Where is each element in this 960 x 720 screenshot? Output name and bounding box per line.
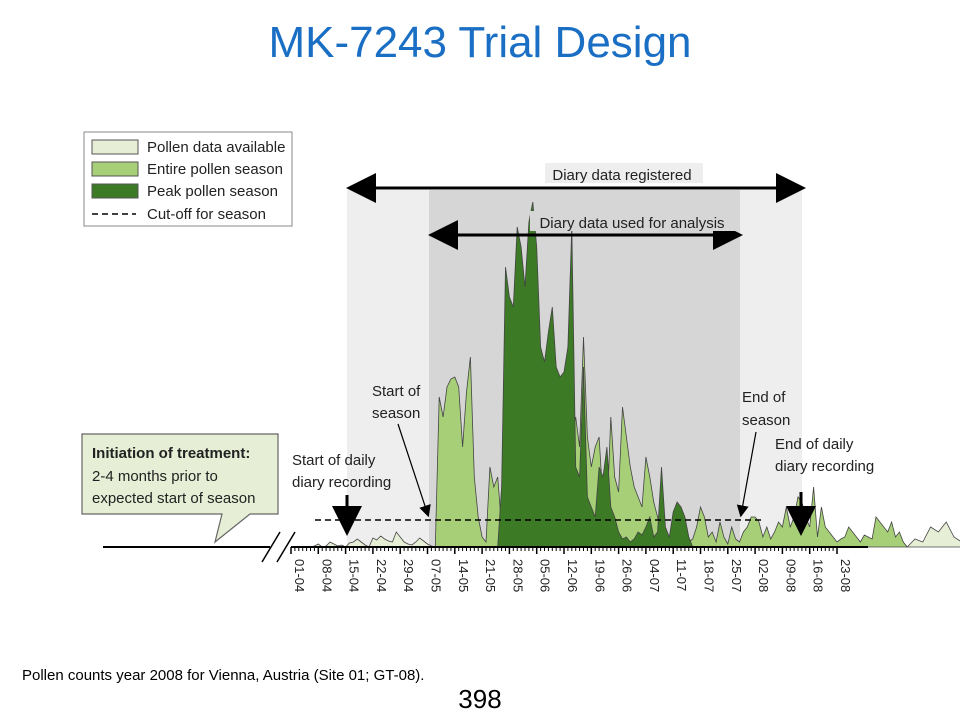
page-number: 398 [458, 684, 502, 714]
analysis-label: Diary data used for analysis [539, 215, 724, 232]
treatment-callout: Initiation of treatment: 2-4 months prio… [81, 433, 279, 544]
x-tick-label: 14-05 [456, 559, 471, 592]
end-daily-label-1: End of daily [775, 436, 854, 453]
x-tick-label: 04-07 [647, 559, 662, 592]
footnote: Pollen counts year 2008 for Vienna, Aust… [22, 667, 425, 684]
pollen-area-late [906, 521, 960, 548]
start-daily-label-2: diary recording [292, 474, 391, 491]
x-axis-ticks: 01-04 08-04 15-04 22-04 29-04 07-05 14-05 21-05… [290, 547, 853, 592]
legend-label-peak: Peak pollen season [147, 183, 278, 200]
treatment-line-3: expected start of season [92, 490, 255, 507]
end-daily-label-2: diary recording [775, 458, 874, 475]
legend-swatch-season [91, 161, 139, 177]
end-season-label-1: End of [742, 389, 786, 406]
x-tick-label: 11-07 [674, 559, 689, 591]
x-tick-label: 08-04 [319, 559, 334, 592]
axis-break-1 [261, 531, 281, 563]
start-season-pointer [397, 423, 431, 518]
x-tick-label: 02-08 [756, 559, 771, 592]
x-tick-label: 22-04 [374, 559, 389, 592]
legend-swatch-peak [91, 183, 139, 199]
x-tick-label: 26-06 [620, 559, 635, 592]
start-season-label-1: Start of [372, 383, 421, 400]
axis-break-2 [276, 531, 296, 563]
x-tick-label: 18-07 [702, 559, 717, 592]
legend-swatch-available [91, 139, 139, 155]
x-tick-label: 15-04 [347, 559, 362, 592]
treatment-title: Initiation of treatment: [92, 445, 250, 462]
x-tick-label: 28-05 [510, 559, 525, 592]
legend: Pollen data available Entire pollen seas… [83, 131, 293, 227]
start-season-label-2: season [372, 405, 420, 422]
x-tick-label: 19-06 [592, 559, 607, 592]
registered-label: Diary data registered [552, 167, 691, 184]
x-tick-label: 12-06 [565, 559, 580, 592]
x-tick-label: 05-06 [538, 559, 553, 592]
x-tick-label: 25-07 [729, 559, 744, 592]
legend-label-cutoff: Cut-off for season [147, 206, 266, 223]
x-tick-label: 21-05 [483, 559, 498, 592]
end-season-pointer [736, 431, 757, 518]
x-tick-label: 23-08 [838, 559, 853, 592]
x-tick-label: 07-05 [429, 559, 444, 592]
x-tick-label: 01-04 [292, 559, 307, 592]
treatment-line-2: 2-4 months prior to [92, 468, 218, 485]
end-season-label-2: season [742, 412, 790, 429]
x-tick-label: 09-08 [783, 559, 798, 592]
legend-label-season: Entire pollen season [147, 161, 283, 178]
x-tick-label: 16-08 [811, 559, 826, 592]
x-tick-label: 29-04 [401, 559, 416, 592]
page-title: MK-7243 Trial Design [268, 18, 692, 67]
start-daily-label-1: Start of daily [292, 452, 376, 469]
legend-label-available: Pollen data available [147, 139, 285, 156]
